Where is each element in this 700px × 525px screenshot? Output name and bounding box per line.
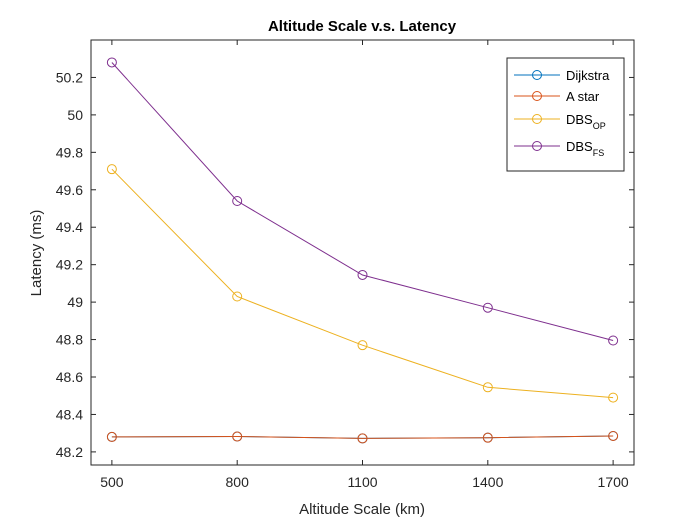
data-point-dbs-fs — [357, 269, 368, 280]
x-tick-label: 800 — [226, 474, 250, 490]
y-tick-label: 49.6 — [56, 182, 83, 198]
data-point-dbs-fs — [608, 335, 619, 346]
series-line-a-star — [111, 435, 614, 439]
series-line-dbs-op — [111, 168, 614, 399]
data-point-dbs-op — [357, 340, 368, 351]
legend-label-subscript: FS — [593, 148, 605, 158]
series-lines — [111, 62, 614, 439]
x-tick-label: 1100 — [347, 474, 377, 490]
y-tick-label: 49.8 — [56, 144, 83, 160]
series-line-dbs-fs — [111, 62, 614, 341]
legend-label-text: DBS — [566, 112, 593, 127]
legend-marker-dbs-op — [532, 114, 542, 124]
legend-label-dbs-fs: DBSFS — [566, 139, 604, 158]
data-point-dbs-op — [608, 392, 619, 403]
y-tick-label: 48.8 — [56, 332, 83, 348]
y-axis-ticks: 48.2 48.4 48.6 48.8 49 49.2 49.4 49.6 49.8 50 50.2 — [56, 69, 634, 460]
y-tick-label: 48.4 — [56, 406, 83, 422]
data-point-dbs-op — [482, 382, 493, 393]
y-tick-label: 49.4 — [56, 219, 83, 235]
legend-box — [506, 57, 625, 172]
data-point-dbs-fs — [232, 196, 243, 207]
legend-label-a-star: A star — [566, 89, 600, 104]
legend-marker-dbs-fs — [532, 141, 542, 151]
data-point-a-star — [106, 431, 117, 442]
y-tick-label: 48.2 — [56, 444, 83, 460]
legend-label-text: A star — [566, 89, 600, 104]
x-tick-label: 500 — [100, 474, 124, 490]
data-point-dbs-op — [106, 164, 117, 175]
x-axis-ticks: 500 800 1100 1400 1700 — [100, 40, 629, 490]
legend-marker-a-star — [532, 91, 542, 101]
y-tick-label: 50.2 — [56, 69, 83, 85]
y-tick-label: 49.2 — [56, 257, 83, 273]
chart-title: Altitude Scale v.s. Latency — [268, 18, 457, 35]
y-tick-label: 49 — [67, 294, 83, 310]
legend-label-text: Dijkstra — [566, 68, 610, 83]
y-tick-label: 48.6 — [56, 369, 83, 385]
data-point-dbs-fs — [482, 302, 493, 313]
legend-label-dijkstra: Dijkstra — [566, 68, 610, 83]
legend-marker-dijkstra — [532, 70, 542, 80]
data-point-dbs-fs — [106, 57, 117, 68]
data-point-a-star — [232, 431, 243, 442]
legend-label-subscript: OP — [593, 121, 606, 131]
legend-label-dbs-op: DBSOP — [566, 112, 606, 131]
series-markers — [106, 57, 619, 444]
data-point-a-star — [482, 432, 493, 443]
x-tick-label: 1700 — [598, 474, 629, 490]
data-point-a-star — [608, 430, 619, 441]
data-point-dbs-op — [232, 291, 243, 302]
y-tick-label: 50 — [67, 107, 83, 123]
data-point-a-star — [357, 433, 368, 444]
x-axis-label: Altitude Scale (km) — [299, 501, 425, 518]
x-tick-label: 1400 — [472, 474, 503, 490]
legend-label-text: DBS — [566, 139, 593, 154]
y-axis-label: Latency (ms) — [28, 210, 45, 297]
